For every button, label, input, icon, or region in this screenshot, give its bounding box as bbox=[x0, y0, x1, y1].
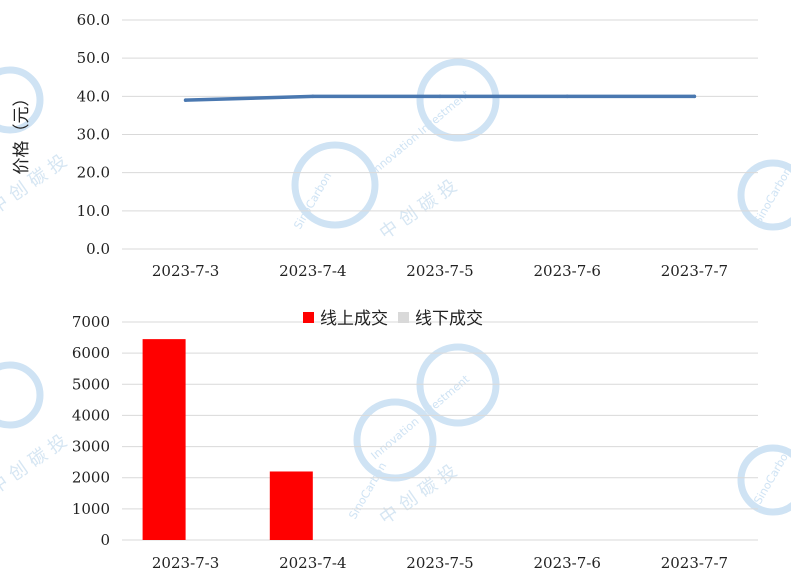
top-x-tick-label: 2023-7-7 bbox=[661, 262, 728, 280]
bottom-y-tick-label: 3000 bbox=[72, 438, 110, 456]
top-series bbox=[183, 94, 697, 102]
top-y-tick-label: 30.0 bbox=[77, 126, 110, 144]
top-gridlines bbox=[122, 19, 758, 250]
online-volume-bar bbox=[269, 471, 313, 540]
online-volume-bar bbox=[142, 339, 186, 540]
watermark-text-cn: 中 创 碳 投 bbox=[0, 431, 71, 499]
top-y-tick-label: 40.0 bbox=[77, 87, 110, 105]
top-x-tick-label: 2023-7-5 bbox=[406, 262, 473, 280]
watermark-text-cn: 中 创 碳 投 bbox=[0, 151, 71, 219]
watermark-text-cn: 中 创 碳 投 bbox=[376, 176, 461, 244]
bottom-y-tick-label: 2000 bbox=[72, 469, 110, 487]
legend-label-online: 线上成交 bbox=[320, 309, 388, 329]
top-y-tick-labels: 0.0 10.0 20.0 30.0 40.0 50.0 60.0 bbox=[77, 11, 110, 258]
price-point bbox=[183, 98, 188, 102]
top-y-tick-label: 60.0 bbox=[77, 11, 110, 29]
bottom-y-tick-label: 6000 bbox=[72, 344, 110, 362]
bottom-y-tick-label: 4000 bbox=[72, 406, 110, 424]
bottom-y-tick-label: 5000 bbox=[72, 375, 110, 393]
bottom-x-tick-label: 2023-7-4 bbox=[279, 554, 346, 572]
legend: 线上成交 线下成交 bbox=[303, 309, 483, 329]
price-point bbox=[438, 94, 442, 99]
watermark: SinoCarbon Innovation Investment 中 创 碳 投… bbox=[0, 58, 791, 529]
price-line-chart: 0.010.020.030.040.050.060.0 2023-7-3 2023… bbox=[12, 11, 758, 280]
y-axis-label: 价格（元） bbox=[12, 90, 32, 175]
top-y-tick-label: 50.0 bbox=[77, 49, 110, 67]
top-y-tick-label: 0.0 bbox=[86, 240, 110, 258]
bottom-y-tick-labels: 0 1000 2000 3000 4000 5000 6000 7000 bbox=[72, 313, 110, 549]
bottom-x-tick-labels: 2023-7-3 2023-7-4 2023-7-5 2023-7-6 2023-7-7 bbox=[152, 554, 728, 572]
top-x-tick-label: 2023-7-4 bbox=[279, 262, 346, 280]
bottom-x-tick-label: 2023-7-6 bbox=[533, 554, 600, 572]
top-x-tick-labels: 2023-7-3 2023-7-4 2023-7-5 2023-7-6 2023-7-7 bbox=[152, 262, 728, 280]
bottom-x-tick-label: 2023-7-3 bbox=[152, 554, 219, 572]
bottom-y-tick-label: 1000 bbox=[72, 500, 110, 518]
price-point bbox=[692, 94, 697, 99]
top-x-tick-label: 2023-7-6 bbox=[533, 262, 600, 280]
price-point bbox=[565, 94, 569, 99]
legend-label-offline: 线下成交 bbox=[415, 309, 483, 329]
top-x-tick-label: 2023-7-3 bbox=[152, 262, 219, 280]
bottom-x-tick-label: 2023-7-5 bbox=[406, 554, 473, 572]
bottom-x-tick-label: 2023-7-7 bbox=[661, 554, 728, 572]
top-y-tick-label: 10.0 bbox=[77, 202, 110, 220]
top-y-tick-label: 20.0 bbox=[77, 164, 110, 182]
legend-swatch-online bbox=[303, 312, 314, 323]
legend-swatch-offline bbox=[398, 312, 409, 323]
bottom-y-tick-label: 0 bbox=[100, 531, 110, 549]
bottom-bars bbox=[142, 339, 313, 540]
watermark-text-en: SinoCarbon bbox=[751, 165, 791, 226]
bottom-gridlines bbox=[122, 321, 758, 541]
bottom-y-tick-label: 7000 bbox=[72, 313, 110, 331]
price-point bbox=[311, 94, 315, 99]
